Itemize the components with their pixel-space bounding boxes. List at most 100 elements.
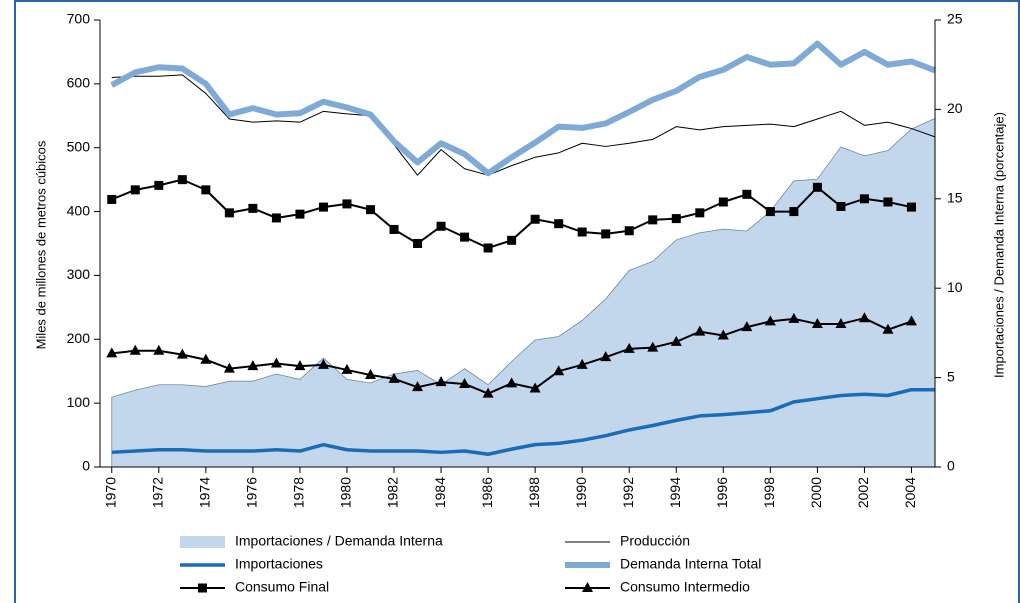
y2-tick-label: 25 bbox=[947, 11, 963, 27]
y-tick-label: 500 bbox=[67, 138, 91, 154]
y-tick-label: 700 bbox=[67, 11, 91, 27]
marker bbox=[270, 357, 282, 368]
marker bbox=[318, 202, 328, 212]
marker bbox=[483, 243, 493, 253]
y-tick-label: 400 bbox=[67, 202, 91, 218]
y-tick-label: 600 bbox=[67, 75, 91, 91]
marker bbox=[435, 376, 447, 387]
marker bbox=[648, 215, 658, 225]
marker bbox=[530, 214, 540, 224]
marker bbox=[247, 360, 259, 371]
y2-tick-label: 0 bbox=[947, 458, 955, 474]
marker bbox=[317, 358, 329, 369]
marker bbox=[601, 229, 611, 239]
x-tick-label: 1986 bbox=[479, 477, 495, 508]
marker bbox=[764, 315, 776, 326]
marker bbox=[811, 317, 823, 328]
marker bbox=[223, 362, 235, 373]
x-tick-label: 1984 bbox=[432, 477, 448, 508]
marker bbox=[554, 219, 564, 229]
marker bbox=[106, 347, 118, 358]
line bbox=[111, 74, 936, 176]
marker bbox=[412, 381, 424, 392]
marker bbox=[201, 185, 211, 195]
x-tick-label: 1992 bbox=[620, 477, 636, 508]
marker bbox=[436, 221, 446, 231]
x-tick-label: 2000 bbox=[808, 477, 824, 508]
legend-label: Importaciones bbox=[235, 556, 323, 572]
frame bbox=[14, 0, 1020, 603]
x-tick-label: 2004 bbox=[902, 477, 918, 508]
marker bbox=[858, 312, 870, 323]
y-tick-label: 0 bbox=[82, 458, 90, 474]
legend-label: Demanda Interna Total bbox=[620, 556, 761, 572]
marker bbox=[623, 342, 635, 353]
marker bbox=[788, 312, 800, 323]
marker bbox=[624, 226, 634, 236]
marker bbox=[905, 315, 917, 326]
y-tick-label: 100 bbox=[67, 394, 91, 410]
x-tick-label: 2002 bbox=[855, 477, 871, 508]
legend-label: Consumo Final bbox=[235, 579, 329, 595]
area bbox=[111, 117, 936, 468]
marker bbox=[647, 341, 659, 352]
marker bbox=[717, 329, 729, 340]
legend-label: Producción bbox=[620, 533, 690, 549]
marker bbox=[507, 235, 517, 245]
x-tick-label: 1980 bbox=[338, 477, 354, 508]
x-tick-label: 1994 bbox=[667, 477, 683, 508]
marker bbox=[129, 344, 141, 355]
marker bbox=[130, 185, 140, 195]
marker bbox=[271, 213, 281, 223]
marker bbox=[671, 214, 681, 224]
x-tick-label: 1998 bbox=[761, 477, 777, 508]
marker bbox=[836, 201, 846, 211]
marker bbox=[906, 202, 916, 212]
marker bbox=[224, 208, 234, 218]
marker bbox=[670, 335, 682, 346]
marker bbox=[789, 207, 799, 217]
marker bbox=[600, 351, 612, 362]
marker bbox=[859, 194, 869, 204]
marker bbox=[529, 382, 541, 393]
x-tick-label: 1976 bbox=[244, 477, 260, 508]
marker bbox=[741, 321, 753, 332]
legend-label: Importaciones / Demanda Interna bbox=[235, 533, 443, 549]
marker bbox=[742, 189, 752, 199]
y2-tick-label: 15 bbox=[947, 190, 963, 206]
marker bbox=[154, 180, 164, 190]
marker bbox=[576, 358, 588, 369]
marker bbox=[388, 372, 400, 383]
x-tick-label: 1996 bbox=[714, 477, 730, 508]
y2-tick-label: 5 bbox=[947, 368, 955, 384]
marker bbox=[459, 377, 471, 388]
marker bbox=[718, 197, 728, 207]
x-tick-label: 1988 bbox=[526, 477, 542, 508]
marker bbox=[835, 317, 847, 328]
marker bbox=[248, 203, 258, 213]
marker bbox=[342, 199, 352, 209]
legend-marker bbox=[198, 583, 207, 593]
marker bbox=[482, 387, 494, 398]
marker bbox=[153, 344, 165, 355]
marker bbox=[882, 323, 894, 334]
legend-swatch bbox=[180, 536, 225, 548]
y2-axis-label: Importaciones / Demanda Interna (porcent… bbox=[991, 112, 1006, 378]
marker bbox=[294, 360, 306, 371]
marker bbox=[364, 369, 376, 380]
marker bbox=[341, 363, 353, 374]
x-tick-label: 1982 bbox=[385, 477, 401, 508]
marker bbox=[389, 224, 399, 234]
y-axis-label: Miles de millones de metros cúbicos bbox=[33, 140, 48, 349]
marker bbox=[200, 353, 212, 364]
marker bbox=[295, 209, 305, 219]
y2-tick-label: 20 bbox=[947, 100, 963, 116]
legend-marker bbox=[582, 582, 593, 592]
x-tick-label: 1974 bbox=[197, 477, 213, 508]
y-tick-label: 200 bbox=[67, 330, 91, 346]
marker bbox=[695, 208, 705, 218]
marker bbox=[365, 205, 375, 215]
y2-tick-label: 10 bbox=[947, 279, 963, 295]
marker bbox=[577, 227, 587, 237]
